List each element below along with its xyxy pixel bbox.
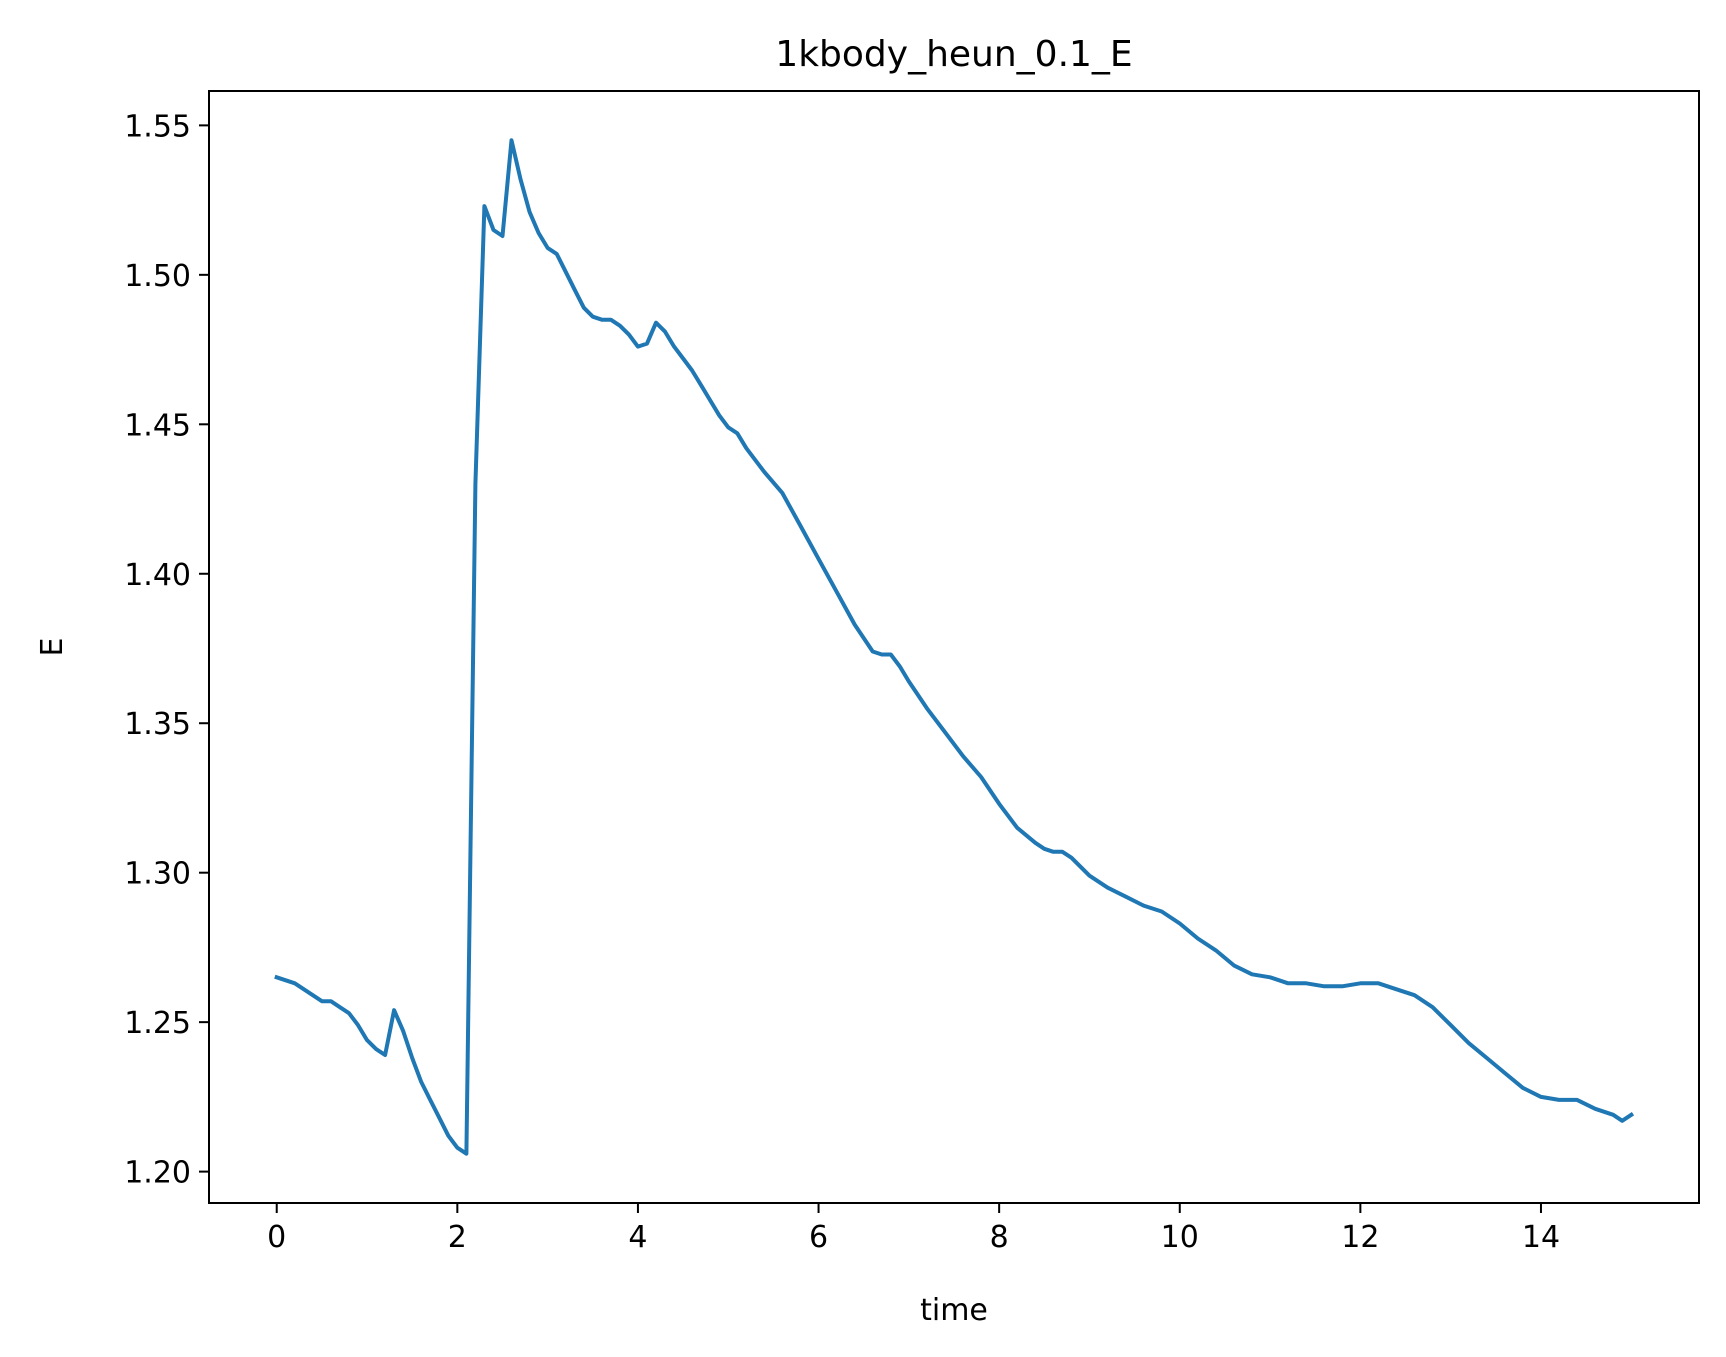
x-tick-label: 2 bbox=[448, 1220, 467, 1255]
y-tick-label: 1.40 bbox=[124, 558, 191, 593]
y-axis: 1.20 1.25 1.30 1.35 1.40 1.45 1.50 1.55 bbox=[124, 109, 209, 1191]
x-tick-label: 10 bbox=[1161, 1220, 1199, 1255]
y-tick-label: 1.25 bbox=[124, 1006, 191, 1041]
x-tick-label: 6 bbox=[809, 1220, 828, 1255]
y-axis-label: E bbox=[35, 638, 70, 657]
y-tick-label: 1.20 bbox=[124, 1156, 191, 1191]
series-line-0 bbox=[274, 138, 1635, 1156]
y-tick-label: 1.55 bbox=[124, 109, 191, 144]
y-tick-label: 1.30 bbox=[124, 857, 191, 892]
y-tick-label: 1.50 bbox=[124, 259, 191, 294]
y-tick-label: 1.35 bbox=[124, 707, 191, 742]
x-tick-label: 8 bbox=[990, 1220, 1009, 1255]
plot-frame bbox=[208, 90, 1700, 1204]
x-axis: 0 2 4 6 8 10 12 14 bbox=[267, 1203, 1560, 1255]
chart-title: 1kbody_heun_0.1_E bbox=[775, 34, 1132, 75]
x-tick-label: 0 bbox=[267, 1220, 286, 1255]
x-tick-label: 12 bbox=[1341, 1220, 1379, 1255]
x-axis-label: time bbox=[920, 1293, 988, 1328]
x-tick-label: 4 bbox=[628, 1220, 647, 1255]
y-tick-label: 1.45 bbox=[124, 408, 191, 443]
x-tick-label: 14 bbox=[1522, 1220, 1560, 1255]
plot-area bbox=[274, 138, 1635, 1156]
